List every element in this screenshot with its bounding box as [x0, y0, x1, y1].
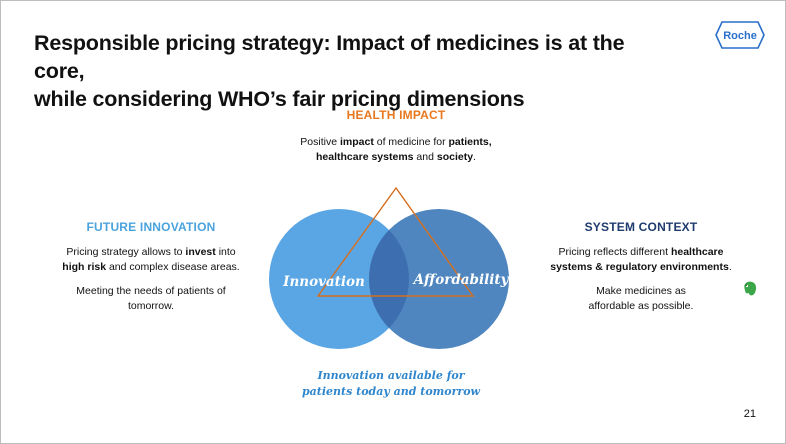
title-line-1: Responsible pricing strategy: Impact of … [34, 31, 625, 83]
triangle-inner-outline [317, 187, 474, 297]
affordability-circle [369, 209, 509, 349]
page-number: 21 [743, 408, 756, 420]
slide-title: Responsible pricing strategy: Impact of … [34, 29, 674, 113]
system-context-text-2: Make medicines as affordable as possible… [588, 285, 694, 312]
affordability-label: Affordability [412, 272, 510, 288]
innovation-label: Innovation [282, 274, 365, 290]
title-line-2: while considering WHO’s fair pricing dim… [34, 87, 525, 111]
future-innovation-text-2: Meeting the needs of patients of tomorro… [76, 285, 226, 312]
roche-logo: Roche [715, 21, 765, 49]
venn-diagram: Innovation Affordability [269, 183, 513, 365]
health-impact-text: Positive impact of medicine for patients… [300, 136, 492, 163]
innovation-circle [269, 209, 409, 349]
caption-line-2: patients today and tomorrow [301, 385, 481, 398]
evernote-icon[interactable] [741, 280, 759, 298]
fair-pricing-triangle [316, 186, 475, 297]
health-impact-heading: HEALTH IMPACT [346, 108, 446, 122]
system-context-text: Pricing reflects different healthcare sy… [550, 246, 732, 273]
logo-text: Roche [723, 30, 757, 42]
diagram-caption: Innovation available for patients today … [291, 368, 491, 400]
future-innovation-heading: FUTURE INNOVATION [86, 220, 216, 234]
system-context-heading: SYSTEM CONTEXT [584, 220, 698, 234]
caption-line-1: Innovation available for [317, 369, 465, 382]
future-innovation-text: Pricing strategy allows to invest into h… [62, 246, 240, 273]
